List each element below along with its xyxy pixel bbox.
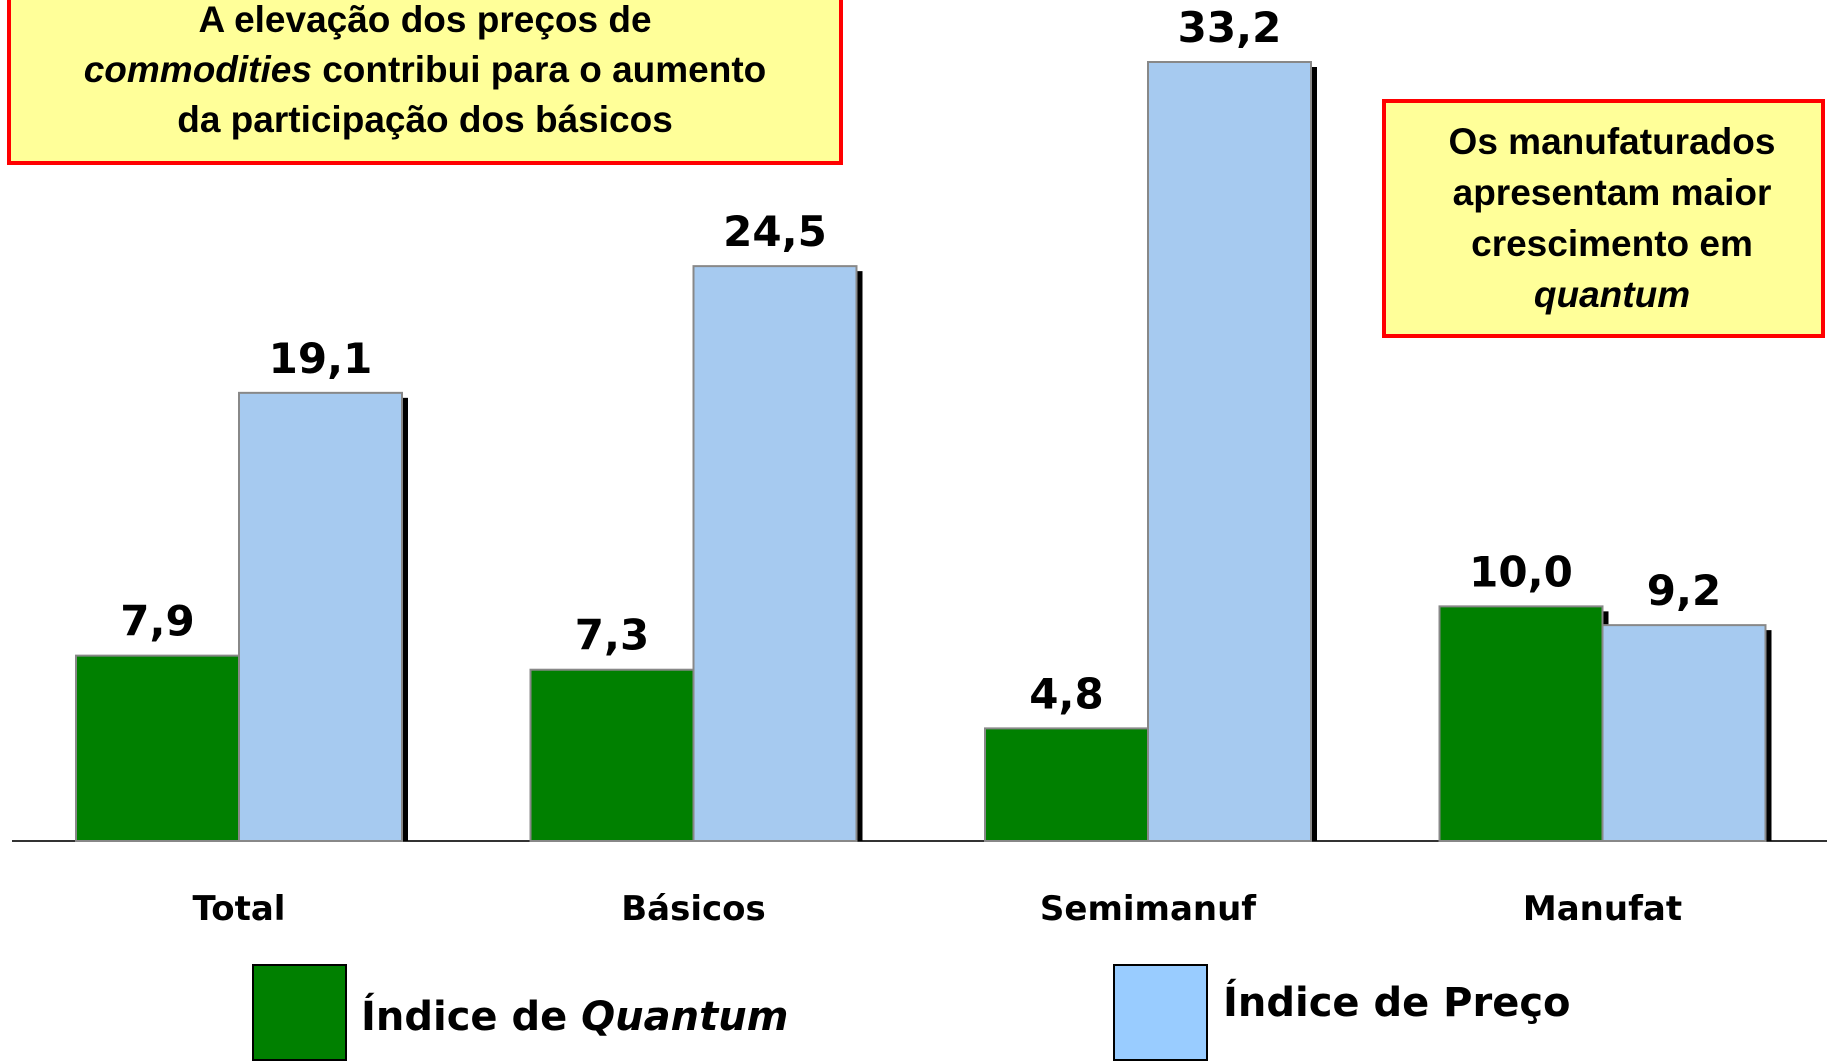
annotation-text: Os manufaturados: [1449, 121, 1776, 162]
annotation-line: crescimento em: [1471, 223, 1753, 264]
bar: [1438, 605, 1604, 842]
bar: [238, 391, 403, 842]
bar: [1601, 624, 1767, 842]
legend-label: Índice de Quantum: [361, 992, 788, 1040]
data-label: 4,8: [1029, 669, 1103, 718]
annotation-box: [7, 0, 843, 165]
bar: [1147, 61, 1312, 842]
annotation-line: A elevação dos preços de: [198, 0, 651, 40]
annotation-line: da participação dos básicos: [177, 99, 673, 140]
annotation-text: A elevação dos preços de: [198, 0, 651, 40]
annotation-text: commodities: [84, 49, 312, 90]
bar: [692, 265, 858, 842]
legend-label: Índice de Preço: [1223, 978, 1571, 1026]
data-label: 24,5: [723, 207, 827, 256]
annotation-text: apresentam maior: [1453, 172, 1772, 213]
annotation-text: crescimento em: [1471, 223, 1753, 264]
bar: [529, 668, 695, 843]
legend-swatch: [1113, 964, 1208, 1061]
annotation-text: contribui para o aumento: [312, 49, 766, 90]
data-label: 10,0: [1469, 547, 1573, 596]
data-label: 9,2: [1647, 566, 1721, 615]
bar: [984, 727, 1149, 842]
bar: [75, 654, 240, 843]
annotation-line: commodities contribui para o aumento: [84, 49, 767, 90]
annotation-box: [1382, 99, 1825, 338]
annotation-text: da participação dos básicos: [177, 99, 673, 140]
annotation-line: quantum: [1534, 274, 1690, 315]
x-tick-label: Semimanuf: [1040, 889, 1257, 929]
annotation-text: quantum: [1534, 274, 1690, 315]
x-tick-label: Total: [193, 889, 286, 929]
data-label: 7,9: [120, 597, 194, 646]
legend-swatch: [252, 964, 347, 1061]
data-label: 19,1: [269, 334, 373, 383]
data-label: 33,2: [1178, 3, 1282, 52]
x-tick-label: Básicos: [621, 889, 766, 929]
data-label: 7,3: [575, 611, 649, 660]
annotation-line: apresentam maior: [1453, 172, 1772, 213]
x-tick-label: Manufat: [1523, 889, 1682, 929]
annotation-line: Os manufaturados: [1449, 121, 1776, 162]
